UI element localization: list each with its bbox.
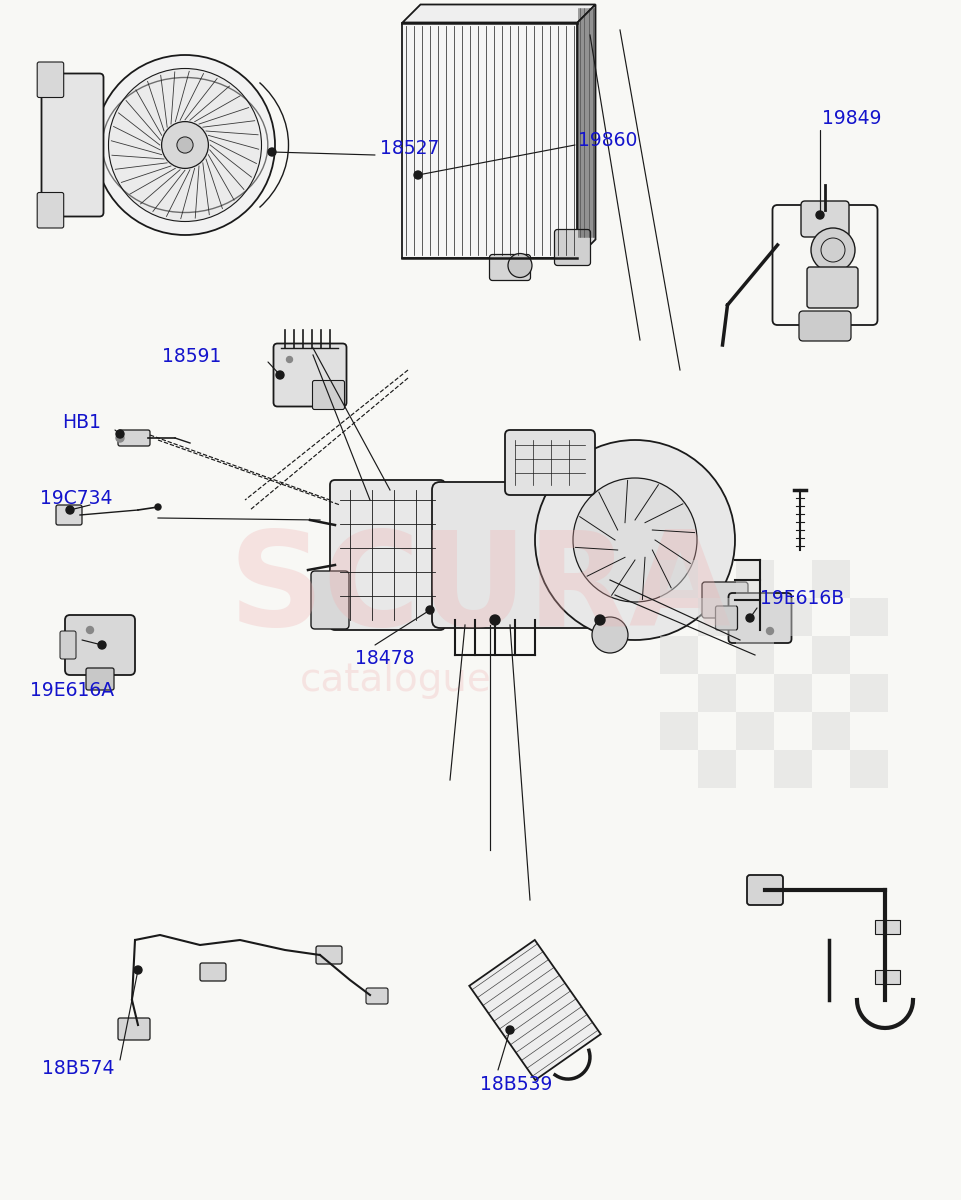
Text: 19C734: 19C734 — [40, 488, 112, 508]
Circle shape — [745, 614, 753, 622]
Text: SCURA: SCURA — [229, 527, 730, 654]
FancyBboxPatch shape — [41, 73, 104, 216]
Circle shape — [591, 617, 628, 653]
FancyBboxPatch shape — [801, 200, 849, 236]
Text: 18591: 18591 — [161, 348, 221, 366]
Polygon shape — [577, 5, 595, 258]
FancyBboxPatch shape — [715, 606, 737, 630]
Circle shape — [426, 606, 433, 614]
Bar — [698, 750, 735, 788]
Circle shape — [505, 1026, 513, 1034]
Text: 19860: 19860 — [578, 131, 637, 150]
Circle shape — [155, 504, 160, 510]
FancyBboxPatch shape — [65, 614, 135, 674]
Circle shape — [95, 55, 275, 235]
Circle shape — [86, 626, 93, 634]
FancyBboxPatch shape — [37, 62, 63, 97]
Circle shape — [573, 478, 697, 602]
FancyBboxPatch shape — [310, 571, 349, 629]
FancyBboxPatch shape — [273, 343, 346, 407]
FancyBboxPatch shape — [431, 482, 607, 628]
Circle shape — [489, 614, 500, 625]
Circle shape — [116, 430, 124, 438]
Bar — [659, 636, 698, 674]
FancyBboxPatch shape — [56, 505, 82, 526]
Bar — [850, 674, 887, 712]
FancyBboxPatch shape — [799, 311, 850, 341]
Bar — [875, 920, 899, 934]
Circle shape — [116, 434, 124, 442]
Bar — [774, 674, 811, 712]
FancyBboxPatch shape — [118, 1018, 150, 1040]
FancyBboxPatch shape — [200, 962, 226, 982]
FancyBboxPatch shape — [702, 582, 748, 618]
Bar — [698, 674, 735, 712]
Text: 18478: 18478 — [355, 648, 414, 667]
Text: 19E616B: 19E616B — [759, 588, 844, 607]
Circle shape — [286, 356, 292, 362]
FancyBboxPatch shape — [330, 480, 445, 630]
Text: 19849: 19849 — [821, 108, 880, 127]
Bar — [811, 560, 850, 598]
Bar — [774, 750, 811, 788]
Circle shape — [507, 253, 531, 277]
Circle shape — [810, 228, 854, 272]
FancyBboxPatch shape — [37, 192, 63, 228]
Bar — [659, 712, 698, 750]
Bar — [850, 750, 887, 788]
FancyBboxPatch shape — [312, 380, 344, 409]
FancyBboxPatch shape — [806, 266, 857, 308]
Bar — [402, 23, 577, 258]
Bar — [774, 598, 811, 636]
Circle shape — [66, 506, 74, 514]
Circle shape — [534, 440, 734, 640]
FancyBboxPatch shape — [489, 254, 530, 281]
FancyBboxPatch shape — [365, 988, 387, 1004]
Text: 18527: 18527 — [380, 138, 439, 157]
Circle shape — [766, 628, 773, 635]
FancyBboxPatch shape — [554, 229, 590, 265]
Circle shape — [268, 148, 276, 156]
FancyBboxPatch shape — [60, 631, 76, 659]
Polygon shape — [469, 940, 600, 1080]
Polygon shape — [402, 5, 595, 23]
Text: 19E616A: 19E616A — [30, 680, 114, 700]
Circle shape — [98, 641, 106, 649]
Bar — [850, 598, 887, 636]
Circle shape — [134, 966, 142, 974]
FancyBboxPatch shape — [727, 593, 791, 643]
Bar — [659, 560, 698, 598]
Circle shape — [177, 137, 193, 154]
Circle shape — [161, 121, 209, 168]
Text: catalogue: catalogue — [300, 661, 491, 698]
FancyBboxPatch shape — [505, 430, 595, 494]
Bar — [811, 712, 850, 750]
Text: 18B574: 18B574 — [42, 1058, 114, 1078]
Circle shape — [109, 68, 261, 222]
Bar — [811, 636, 850, 674]
FancyBboxPatch shape — [315, 946, 342, 964]
Bar — [735, 712, 774, 750]
Bar — [875, 970, 899, 984]
Circle shape — [815, 211, 824, 218]
Bar — [698, 598, 735, 636]
FancyBboxPatch shape — [118, 430, 150, 446]
Circle shape — [276, 371, 283, 379]
Text: HB1: HB1 — [62, 413, 101, 432]
Circle shape — [595, 614, 604, 625]
Bar — [735, 560, 774, 598]
Bar — [735, 636, 774, 674]
Circle shape — [413, 170, 422, 179]
Text: 18B539: 18B539 — [480, 1075, 552, 1094]
FancyBboxPatch shape — [747, 875, 782, 905]
FancyBboxPatch shape — [86, 668, 114, 690]
